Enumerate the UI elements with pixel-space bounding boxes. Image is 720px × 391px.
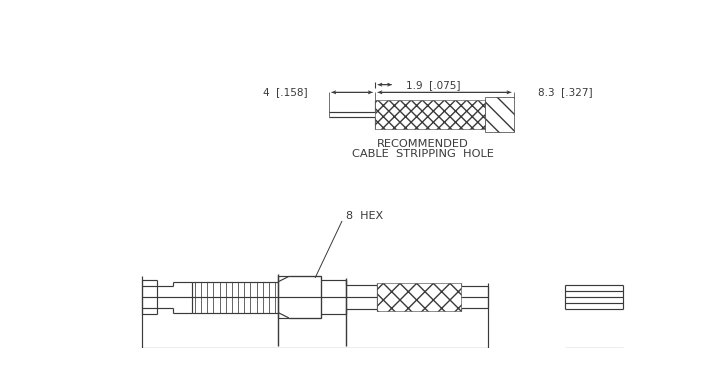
Text: 8  HEX: 8 HEX: [346, 211, 383, 221]
Text: 1.9  [.075]: 1.9 [.075]: [405, 80, 460, 90]
Text: RECOMMENDED: RECOMMENDED: [377, 139, 469, 149]
Bar: [485, 97, 514, 133]
Text: 4  [.158]: 4 [.158]: [263, 87, 307, 97]
Text: 8.3  [.327]: 8.3 [.327]: [539, 87, 593, 97]
Bar: [375, 100, 485, 129]
Bar: [377, 283, 462, 311]
Text: CABLE  STRIPPING  HOLE: CABLE STRIPPING HOLE: [352, 149, 494, 159]
